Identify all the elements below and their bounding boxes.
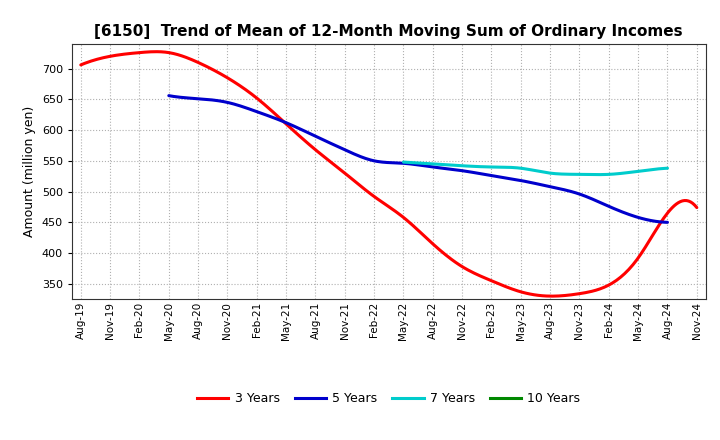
7 Years xyxy=(399,159,408,165)
5 Years xyxy=(469,170,478,175)
Legend: 3 Years, 5 Years, 7 Years, 10 Years: 3 Years, 5 Years, 7 Years, 10 Years xyxy=(192,387,585,410)
Title: [6150]  Trend of Mean of 12-Month Moving Sum of Ordinary Incomes: [6150] Trend of Mean of 12-Month Moving … xyxy=(94,24,683,39)
5 Years xyxy=(616,209,625,214)
3 Years xyxy=(78,62,87,67)
3 Years xyxy=(444,254,452,259)
7 Years xyxy=(557,171,565,176)
3 Years xyxy=(548,293,557,299)
5 Years xyxy=(164,93,173,98)
5 Years xyxy=(459,169,468,174)
5 Years xyxy=(663,220,672,225)
Line: 7 Years: 7 Years xyxy=(403,162,667,175)
Y-axis label: Amount (million yen): Amount (million yen) xyxy=(23,106,36,237)
3 Years xyxy=(153,49,161,54)
Line: 3 Years: 3 Years xyxy=(81,51,697,296)
7 Years xyxy=(663,165,672,171)
5 Years xyxy=(166,93,175,99)
7 Years xyxy=(400,159,409,165)
3 Years xyxy=(76,62,85,68)
5 Years xyxy=(462,169,470,174)
Line: 5 Years: 5 Years xyxy=(168,95,667,222)
3 Years xyxy=(445,255,454,260)
3 Years xyxy=(456,263,464,268)
7 Years xyxy=(555,171,564,176)
5 Years xyxy=(585,195,593,200)
7 Years xyxy=(623,170,631,176)
3 Years xyxy=(600,285,608,290)
3 Years xyxy=(639,248,647,253)
7 Years xyxy=(561,172,570,177)
7 Years xyxy=(593,172,602,177)
3 Years xyxy=(693,205,701,210)
7 Years xyxy=(639,168,648,173)
